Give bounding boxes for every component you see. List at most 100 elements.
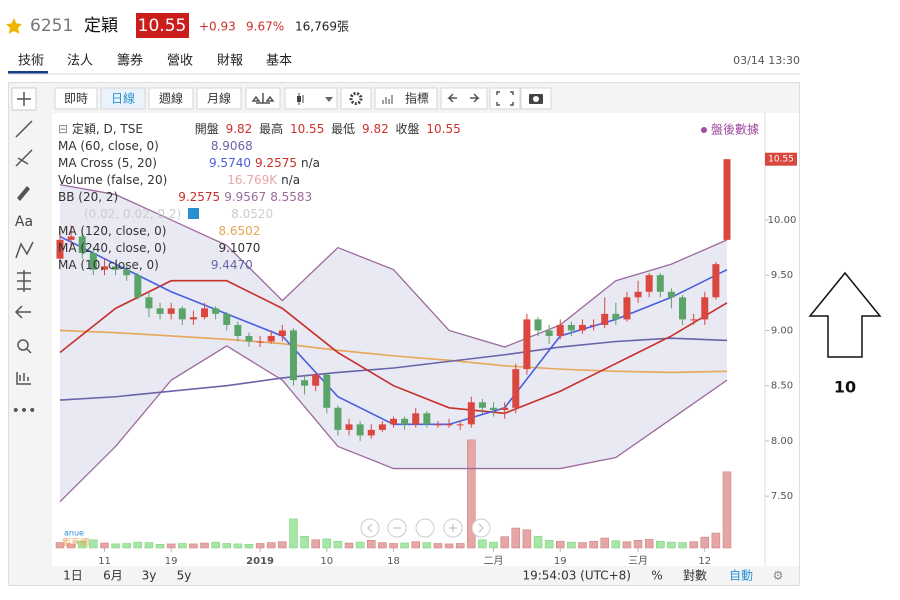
tab-bar: 技術 法人 籌券 營收 財報 基本 [18,53,292,69]
fullscreen-button[interactable] [489,87,521,110]
volume-bar [656,540,665,549]
left-toolbar: Aa ••• [11,87,37,419]
range[interactable]: 6月 [103,569,123,583]
button[interactable] [54,87,98,110]
ma-line [59,279,728,415]
range[interactable]: 3y [142,569,157,583]
line-tool[interactable] [15,120,33,138]
button[interactable] [148,87,194,110]
candle-body [256,341,264,343]
settings[interactable]: ⚙ [773,569,784,583]
tab[interactable]: 財報 [217,54,243,69]
volume-bar [389,543,398,549]
volume-bar [200,542,209,549]
candle-body [656,275,664,292]
range[interactable]: 5y [177,569,192,583]
visibility-toggle[interactable] [188,208,199,219]
label: MA (240, close, 0) [58,241,166,255]
value: 8.0520 [231,207,273,221]
zoom-glyphs [367,523,484,533]
fib-tool[interactable] [15,149,33,167]
volume-bar [678,542,687,549]
volume-bar [467,439,476,549]
value: n/a [281,173,300,187]
auto-toggle[interactable]: 自動 [729,569,753,583]
range-buttons: 1日 6月 3y 5y [63,569,191,583]
after-hours[interactable]: 盤後數據 [711,123,759,137]
text-tool[interactable]: Aa [15,214,33,230]
more-tools[interactable]: ••• [12,403,37,419]
bottom-bar [52,566,799,585]
volume-bar [344,542,354,549]
value: n/a [301,156,320,170]
legend-row: MA (10, close, 0) 9.4470 [58,258,253,272]
tab[interactable]: 營收 [167,54,193,69]
range[interactable]: 1日 [63,569,83,583]
legend-row: MA Cross (5, 20) 9.5740 9.2575 n/a [58,156,320,170]
pattern-tool[interactable] [15,241,34,259]
volume-bar [378,542,387,549]
volume-bar [322,538,332,549]
x-tick-label: 10 [320,556,333,567]
tab[interactable]: 技術 [18,54,44,69]
log-toggle[interactable]: 對數 [683,569,707,583]
crosshair-icon [17,92,31,106]
button[interactable] [196,87,242,110]
candle-body [56,239,64,259]
candle-icon-body [297,96,301,102]
favorite-star[interactable] [6,18,22,34]
candle-body [501,407,509,410]
tab[interactable]: 基本 [266,54,292,69]
volume-bar [355,541,365,549]
x-tick-label: 19 [554,556,567,567]
button[interactable] [100,87,146,110]
candle-body [267,335,275,342]
value: 9.5740 [209,156,251,170]
candle-body [301,380,309,386]
undo-redo[interactable] [440,87,488,110]
label: 開盤 [195,122,219,136]
collapse-icon[interactable]: ⊟ [58,122,72,136]
volume-bar [77,540,87,549]
candle-body [412,413,420,425]
label: MA (60, close, 0) [58,139,159,153]
tab[interactable]: 籌券 [117,53,143,69]
candle-body [189,317,197,320]
indicator-icon [382,95,393,104]
percent-toggle[interactable]: % [651,569,662,583]
reset[interactable] [415,518,435,538]
scroll-left[interactable] [360,518,380,538]
tab[interactable]: 法人 [67,54,93,69]
candle-body [567,324,575,331]
volume-bar [89,539,98,549]
ruler-tool[interactable] [16,372,31,385]
candle-body [167,308,175,314]
scroll-right[interactable] [471,518,491,538]
value: 9.4470 [211,258,253,272]
button-label: 指標 [405,91,429,106]
candle-body [145,297,153,309]
candle-body [667,291,675,298]
label: MA (120, close, 0) [58,224,166,238]
chart-type-button[interactable] [284,87,338,110]
zoom-handle [26,348,32,354]
camera-lens [533,96,539,102]
tab-underline [8,71,48,74]
y-tick-label: 9.00 [771,325,793,336]
button-label: 日線 [111,91,135,106]
value: 16.769K [227,173,278,187]
measure-tool[interactable] [17,270,31,292]
legend-row: MA (60, close, 0) 8.9068 [58,139,253,153]
zoom-tool[interactable] [17,339,29,351]
value: 10.55 [290,122,324,136]
top-toolbar: 即時 日線 週線 月線 指標 [54,87,552,110]
indicator-button[interactable] [374,87,438,110]
volume-bar [367,540,376,549]
band-line [59,345,728,503]
candle-body [623,297,631,320]
remove-tool[interactable] [14,305,31,319]
brush-tool[interactable] [17,186,30,201]
settings-button[interactable] [340,87,372,110]
candle-body [201,308,209,318]
candle-body [245,335,253,342]
